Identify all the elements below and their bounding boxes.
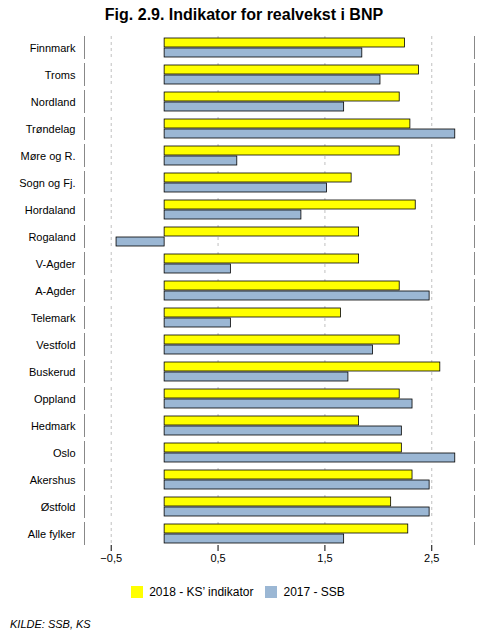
svg-text:Hordaland: Hordaland bbox=[25, 204, 76, 216]
svg-text:−0,5: −0,5 bbox=[100, 552, 122, 564]
svg-text:V-Agder: V-Agder bbox=[36, 258, 76, 270]
html-text:2018 - KS’ indikator: 2018 - KS’ indikator bbox=[149, 584, 254, 599]
svg-text:0,5: 0,5 bbox=[210, 552, 225, 564]
svg-text:Akershus: Akershus bbox=[30, 474, 76, 486]
svg-text:Alle fylker: Alle fylker bbox=[28, 528, 76, 540]
html-text:2017 - SSB: 2017 - SSB bbox=[283, 584, 345, 599]
svg-text:Møre og R.: Møre og R. bbox=[20, 150, 75, 162]
svg-text:Vestfold: Vestfold bbox=[36, 339, 75, 351]
svg-text:1,5: 1,5 bbox=[317, 552, 332, 564]
svg-text:Telemark: Telemark bbox=[31, 312, 76, 324]
html-text:Fig. 2.9. Indikator for realve: Fig. 2.9. Indikator for realvekst i BNP bbox=[104, 6, 384, 23]
svg-text:Oslo: Oslo bbox=[53, 447, 76, 459]
svg-text:Finnmark: Finnmark bbox=[30, 42, 76, 54]
svg-text:Nordland: Nordland bbox=[31, 96, 76, 108]
svg-text:A-Agder: A-Agder bbox=[35, 285, 76, 297]
svg-text:2,5: 2,5 bbox=[424, 552, 439, 564]
svg-text:Hedmark: Hedmark bbox=[31, 420, 76, 432]
svg-text:Buskerud: Buskerud bbox=[29, 366, 75, 378]
svg-text:Østfold: Østfold bbox=[41, 501, 76, 513]
svg-text:Trøndelag: Trøndelag bbox=[26, 123, 76, 135]
svg-text:Rogaland: Rogaland bbox=[28, 231, 75, 243]
svg-text:Troms: Troms bbox=[45, 69, 76, 81]
html-text:KILDE: SSB, KS: KILDE: SSB, KS bbox=[10, 618, 91, 630]
svg-text:Sogn og Fj.: Sogn og Fj. bbox=[19, 177, 75, 189]
svg-text:Oppland: Oppland bbox=[34, 393, 76, 405]
